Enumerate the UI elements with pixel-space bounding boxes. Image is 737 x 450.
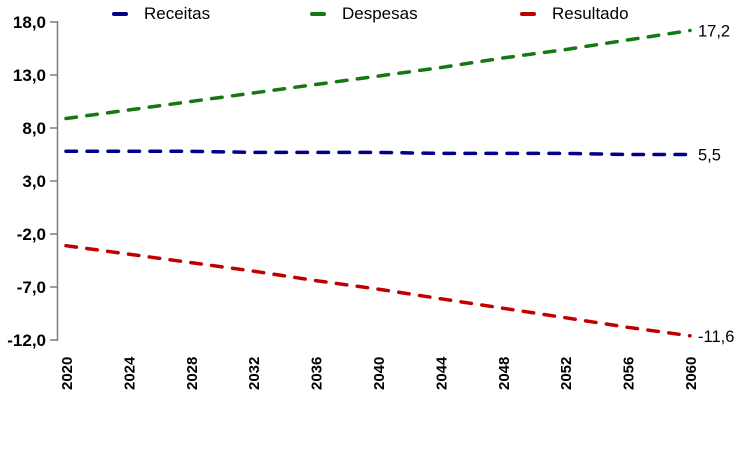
end-label-receitas: 5,5	[698, 147, 721, 165]
x-axis-tick-label: 2028	[184, 357, 201, 390]
x-axis-tick-label: 2060	[683, 357, 700, 390]
x-axis-tick-label: 2032	[246, 357, 263, 390]
y-axis-tick-label: 13,0	[13, 66, 46, 85]
x-axis-tick-label: 2052	[558, 357, 575, 390]
resultado-dash-icon	[520, 12, 536, 16]
y-axis-tick-label: 3,0	[22, 172, 46, 191]
y-axis-tick-label: 18,0	[13, 13, 46, 32]
legend-label-receitas: Receitas	[144, 4, 211, 23]
y-axis-tick-label: 8,0	[22, 119, 46, 138]
despesas-dash-icon	[310, 12, 326, 16]
x-axis-tick-label: 2020	[59, 357, 76, 390]
y-axis-tick-label: -2,0	[17, 225, 46, 244]
legend-label-despesas: Despesas	[342, 4, 418, 23]
x-axis-tick-label: 2036	[309, 357, 326, 390]
end-label-resultado: -11,6	[698, 328, 734, 346]
x-axis-tick-label: 2024	[121, 356, 138, 390]
x-axis-tick-label: 2044	[433, 356, 450, 390]
legend-item-receitas: Receitas	[112, 0, 210, 28]
y-axis-tick-label: -12,0	[7, 331, 46, 350]
series-line-receitas	[64, 149, 692, 157]
legend-item-despesas: Despesas	[310, 0, 418, 28]
legend-label-resultado: Resultado	[552, 4, 629, 23]
chart-legend: Receitas Despesas Resultado	[0, 0, 737, 28]
series-line-resultado	[64, 243, 692, 338]
y-axis-tick-label: -7,0	[17, 278, 46, 297]
legend-item-resultado: Resultado	[520, 0, 629, 28]
x-axis-tick-label: 2056	[621, 357, 638, 390]
receitas-dash-icon	[112, 12, 128, 16]
x-axis-tick-label: 2040	[371, 357, 388, 390]
x-axis-tick-label: 2048	[496, 357, 513, 390]
end-label-despesas: 17,2	[698, 22, 730, 40]
series-line-despesas	[64, 28, 692, 121]
